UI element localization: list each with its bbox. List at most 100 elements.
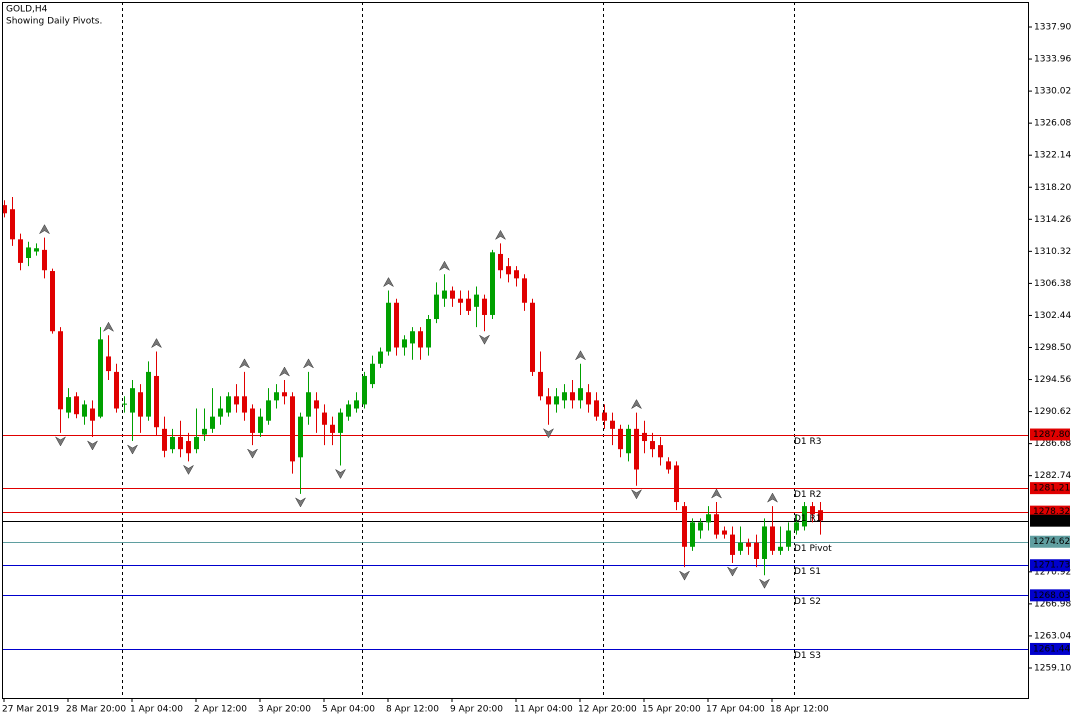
candle-body (730, 534, 735, 555)
candle-body (34, 248, 39, 252)
level-price-box (1030, 642, 1070, 655)
candle-body (146, 371, 151, 417)
candle-body (482, 298, 487, 315)
chart-subtitle: Showing Daily Pivots. (6, 17, 102, 27)
level-price-label: 1278.32 (1033, 507, 1070, 517)
y-tick-label: 1314.26 (1034, 215, 1071, 225)
fractal-up (494, 229, 507, 241)
fractal-up (710, 488, 723, 499)
y-tick-label: 1263.04 (1034, 631, 1071, 641)
candle-body (50, 271, 55, 332)
candle-body (626, 428, 631, 454)
candle-body (426, 319, 431, 348)
level-price-box (1030, 428, 1070, 441)
fractal-down (54, 436, 67, 447)
candle-body (506, 266, 511, 275)
candle-body (338, 412, 343, 433)
candle-body (226, 396, 231, 413)
candle-body (346, 404, 351, 417)
fractal-down (182, 464, 195, 475)
level-price-box (1030, 535, 1070, 548)
candle-body (18, 239, 23, 263)
candle-body (770, 526, 775, 551)
y-tick-label: 1330.02 (1034, 87, 1071, 97)
fractal-up (438, 260, 451, 271)
candle-body (82, 404, 87, 417)
x-tick-label: 1 Apr 04:00 (130, 705, 183, 715)
candle-body (618, 428, 623, 450)
fractal-up (278, 366, 291, 377)
y-tick-label: 1318.20 (1034, 183, 1071, 193)
candle-body (778, 546, 783, 551)
x-tick-label: 2 Apr 12:00 (194, 705, 247, 715)
candle-body (762, 526, 767, 559)
candle-body (394, 302, 399, 348)
candle-body (106, 356, 111, 372)
fractal-up (302, 358, 315, 369)
fractal-up (382, 277, 395, 288)
pivot-label: D1 Pivot (794, 544, 832, 554)
candle-body (650, 441, 655, 450)
candle-body (298, 416, 303, 458)
candle-body (290, 396, 295, 462)
current-price-box (1030, 514, 1070, 527)
candle-body (698, 522, 703, 531)
pivot-label: D1 R3 (794, 437, 822, 447)
candle-body (42, 249, 47, 271)
candle-body (602, 412, 607, 421)
fractal-down (86, 440, 99, 451)
candle-body (370, 363, 375, 385)
candle-body (450, 290, 455, 299)
candle-body (738, 542, 743, 551)
candle-body (706, 514, 711, 523)
y-tick-label: 1337.90 (1034, 23, 1071, 33)
candle-body (818, 510, 823, 521)
candle-body (194, 436, 199, 450)
candle-body (98, 339, 103, 417)
x-tick-label: 18 Apr 12:00 (770, 705, 829, 715)
fractal-up (574, 350, 587, 361)
candle-body (810, 506, 815, 515)
y-tick-label: 1306.38 (1034, 279, 1071, 289)
candle-body (490, 252, 495, 315)
candle-body (362, 375, 367, 405)
level-price-label: 1261.44 (1033, 644, 1070, 654)
candle-body (802, 506, 807, 527)
fractal-down (758, 578, 771, 589)
level-price-label: 1281.21 (1033, 484, 1070, 494)
fractal-up (238, 358, 251, 369)
pivot-label: D1 S2 (794, 597, 821, 607)
y-tick-label: 1322.14 (1034, 151, 1071, 161)
level-price-box (1030, 505, 1070, 518)
x-tick-label: 3 Apr 20:00 (258, 705, 311, 715)
candle-body (554, 396, 559, 405)
candle-body (586, 392, 591, 405)
candle-body (250, 408, 255, 433)
candle-body (682, 506, 687, 547)
candle-body (138, 392, 143, 417)
level-price-label: 1287.80 (1033, 430, 1070, 440)
level-price-label: 1268.03 (1033, 591, 1070, 601)
candle-body (562, 392, 567, 401)
x-tick-label: 27 Mar 2019 (2, 705, 59, 715)
pivot-label: D1 S1 (794, 567, 821, 577)
candle-body (354, 400, 359, 409)
candle-body (442, 290, 447, 299)
candle-body (314, 400, 319, 409)
candle-body (322, 412, 327, 425)
candle-body (266, 400, 271, 421)
candle-body (114, 371, 119, 409)
candle-body (130, 388, 135, 413)
candle-body (570, 392, 575, 401)
y-tick-label: 1282.74 (1034, 471, 1071, 481)
plot-layer (2, 197, 1028, 650)
candle-body (306, 392, 311, 417)
x-tick-label: 28 Mar 20:00 (66, 705, 126, 715)
candle-body (66, 397, 71, 413)
candle-body (178, 436, 183, 450)
x-tick-label: 12 Apr 20:00 (578, 705, 637, 715)
y-tick-label: 1333.96 (1034, 55, 1071, 65)
pivot-label: D1 R1 (794, 514, 822, 524)
candle-body (378, 351, 383, 364)
